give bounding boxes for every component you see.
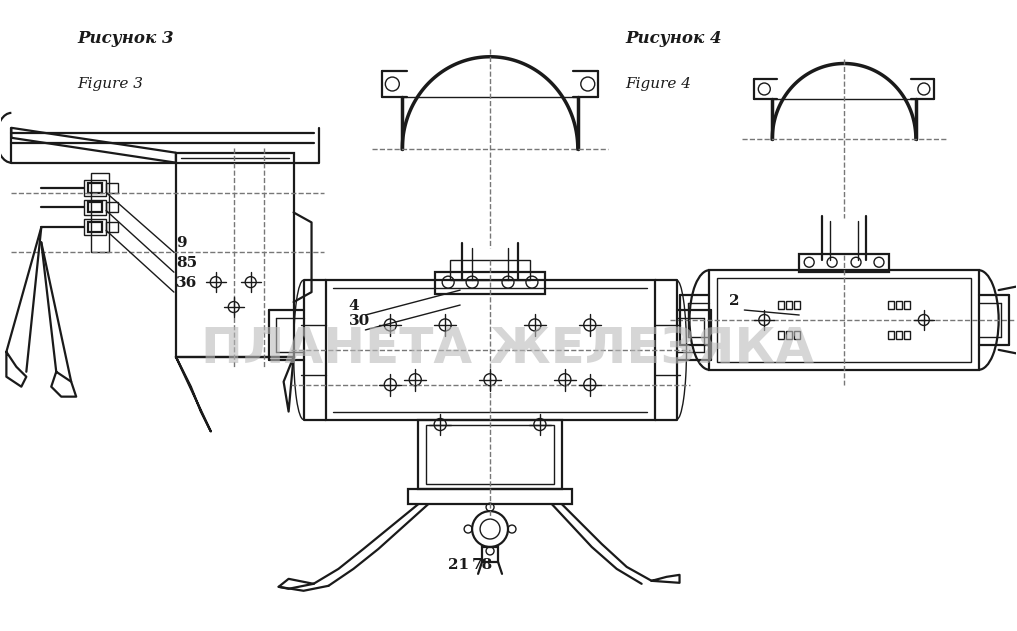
Bar	[904, 331, 910, 339]
Bar	[778, 301, 784, 309]
Bar	[92, 173, 109, 252]
Bar	[84, 220, 106, 235]
Bar	[717, 278, 971, 362]
Text: 30: 30	[349, 314, 370, 328]
Bar	[888, 331, 894, 339]
Bar	[799, 254, 889, 272]
Text: Рисунок 3: Рисунок 3	[77, 30, 174, 47]
Text: ПЛАНЕТА ЖЕЛЕЗЯКА: ПЛАНЕТА ЖЕЛЕЗЯКА	[201, 326, 815, 374]
Bar	[904, 301, 910, 309]
Bar	[786, 331, 792, 339]
Text: 36: 36	[176, 276, 197, 290]
Bar	[88, 222, 102, 232]
Bar	[435, 272, 545, 294]
Bar	[325, 280, 655, 420]
Text: 78: 78	[472, 558, 493, 572]
Bar	[176, 153, 294, 357]
Bar	[426, 425, 554, 484]
Text: 21: 21	[448, 558, 469, 572]
Bar	[88, 182, 102, 192]
Bar	[778, 331, 784, 339]
Bar	[418, 420, 561, 489]
Bar	[896, 301, 902, 309]
Bar	[794, 301, 800, 309]
Bar	[408, 489, 572, 504]
Bar	[84, 199, 106, 215]
Bar	[710, 270, 978, 370]
Bar	[106, 182, 118, 192]
Text: 85: 85	[176, 256, 197, 270]
Text: 9: 9	[176, 236, 186, 251]
Bar	[786, 301, 792, 309]
Bar	[106, 222, 118, 232]
Bar	[888, 301, 894, 309]
Bar	[88, 203, 102, 213]
Text: 4: 4	[349, 299, 359, 313]
Bar	[896, 331, 902, 339]
Text: Figure 3: Figure 3	[77, 77, 143, 91]
Text: Figure 4: Figure 4	[625, 77, 692, 91]
Bar	[451, 260, 530, 280]
Bar	[106, 203, 118, 213]
Bar	[794, 331, 800, 339]
Text: Рисунок 4: Рисунок 4	[625, 30, 722, 47]
Text: 2: 2	[729, 294, 740, 308]
Bar	[482, 547, 498, 562]
Bar	[84, 180, 106, 196]
